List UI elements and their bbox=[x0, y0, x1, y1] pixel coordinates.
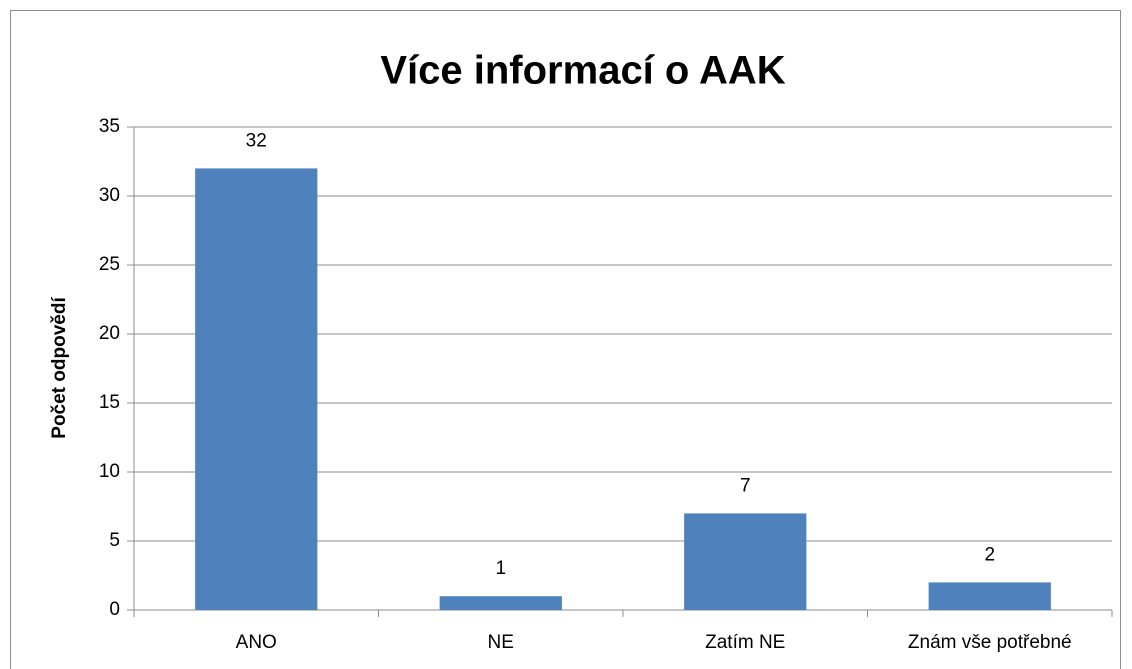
y-tick-label: 10 bbox=[99, 461, 120, 482]
x-tick-label: Znám vše potřebné bbox=[908, 632, 1072, 653]
chart-title: Více informací o AAK bbox=[380, 49, 785, 93]
y-tick-label: 25 bbox=[99, 254, 120, 275]
y-tick-label: 30 bbox=[99, 185, 120, 206]
data-label: 1 bbox=[495, 558, 506, 579]
data-label: 7 bbox=[740, 475, 751, 496]
bar bbox=[195, 168, 318, 610]
x-tick-label: Zatím NE bbox=[705, 632, 785, 653]
chart-border bbox=[10, 10, 1121, 669]
data-label: 32 bbox=[246, 130, 267, 151]
bar bbox=[928, 582, 1051, 610]
x-tick-label: NE bbox=[488, 632, 514, 653]
y-tick-label: 35 bbox=[99, 116, 120, 137]
x-tick-label: ANO bbox=[236, 632, 277, 653]
data-label: 2 bbox=[984, 544, 995, 565]
bar bbox=[439, 596, 562, 610]
y-tick-label: 5 bbox=[109, 530, 120, 551]
y-tick-label: 0 bbox=[109, 599, 120, 620]
bar bbox=[684, 513, 807, 610]
y-axis-label: Počet odpovědí bbox=[49, 297, 70, 439]
y-tick-label: 15 bbox=[99, 392, 120, 413]
y-tick-label: 20 bbox=[99, 323, 120, 344]
